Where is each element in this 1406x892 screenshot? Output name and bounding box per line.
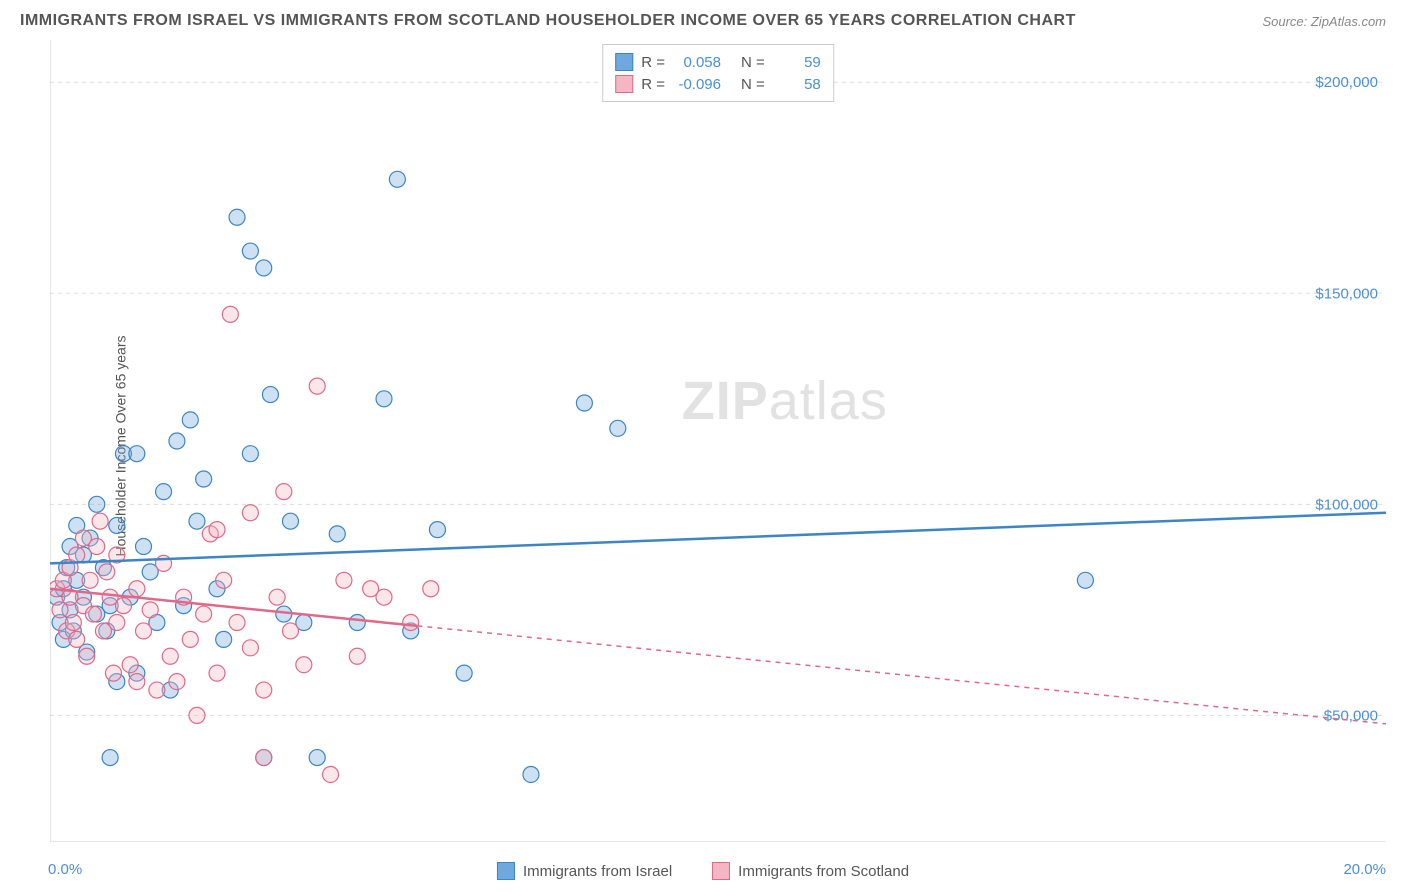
- legend-item-scotland: Immigrants from Scotland: [712, 862, 909, 880]
- r-label: R =: [641, 54, 665, 71]
- svg-text:$150,000: $150,000: [1315, 285, 1378, 302]
- svg-text:$100,000: $100,000: [1315, 496, 1378, 513]
- r-value-israel: 0.058: [673, 54, 721, 71]
- swatch-scotland: [615, 75, 633, 93]
- scatter-plot-svg: $50,000 $100,000 $150,000 $200,000: [50, 40, 1386, 842]
- stats-row-israel: R = 0.058 N = 59: [615, 51, 821, 73]
- r-value-scotland: -0.096: [673, 76, 721, 93]
- r-label: R =: [641, 76, 665, 93]
- x-tick-max: 20.0%: [1343, 861, 1386, 878]
- chart-title: IMMIGRANTS FROM ISRAEL VS IMMIGRANTS FRO…: [20, 12, 1076, 30]
- chart-plot-area: $50,000$100,000$150,000$200,000 ZIPatlas…: [50, 40, 1386, 842]
- legend-swatch-israel: [497, 862, 515, 880]
- legend-swatch-scotland: [712, 862, 730, 880]
- legend-label-scotland: Immigrants from Scotland: [738, 863, 909, 880]
- swatch-israel: [615, 53, 633, 71]
- legend-item-israel: Immigrants from Israel: [497, 862, 672, 880]
- svg-text:$200,000: $200,000: [1315, 74, 1378, 91]
- legend-label-israel: Immigrants from Israel: [523, 863, 672, 880]
- x-tick-min: 0.0%: [48, 861, 82, 878]
- n-label: N =: [741, 54, 765, 71]
- n-label: N =: [741, 76, 765, 93]
- n-value-scotland: 58: [773, 76, 821, 93]
- source-attribution: Source: ZipAtlas.com: [1262, 14, 1386, 29]
- stats-row-scotland: R = -0.096 N = 58: [615, 73, 821, 95]
- svg-text:$50,000: $50,000: [1324, 707, 1378, 724]
- n-value-israel: 59: [773, 54, 821, 71]
- bottom-legend: Immigrants from Israel Immigrants from S…: [497, 862, 909, 880]
- correlation-stats-box: R = 0.058 N = 59 R = -0.096 N = 58: [602, 44, 834, 102]
